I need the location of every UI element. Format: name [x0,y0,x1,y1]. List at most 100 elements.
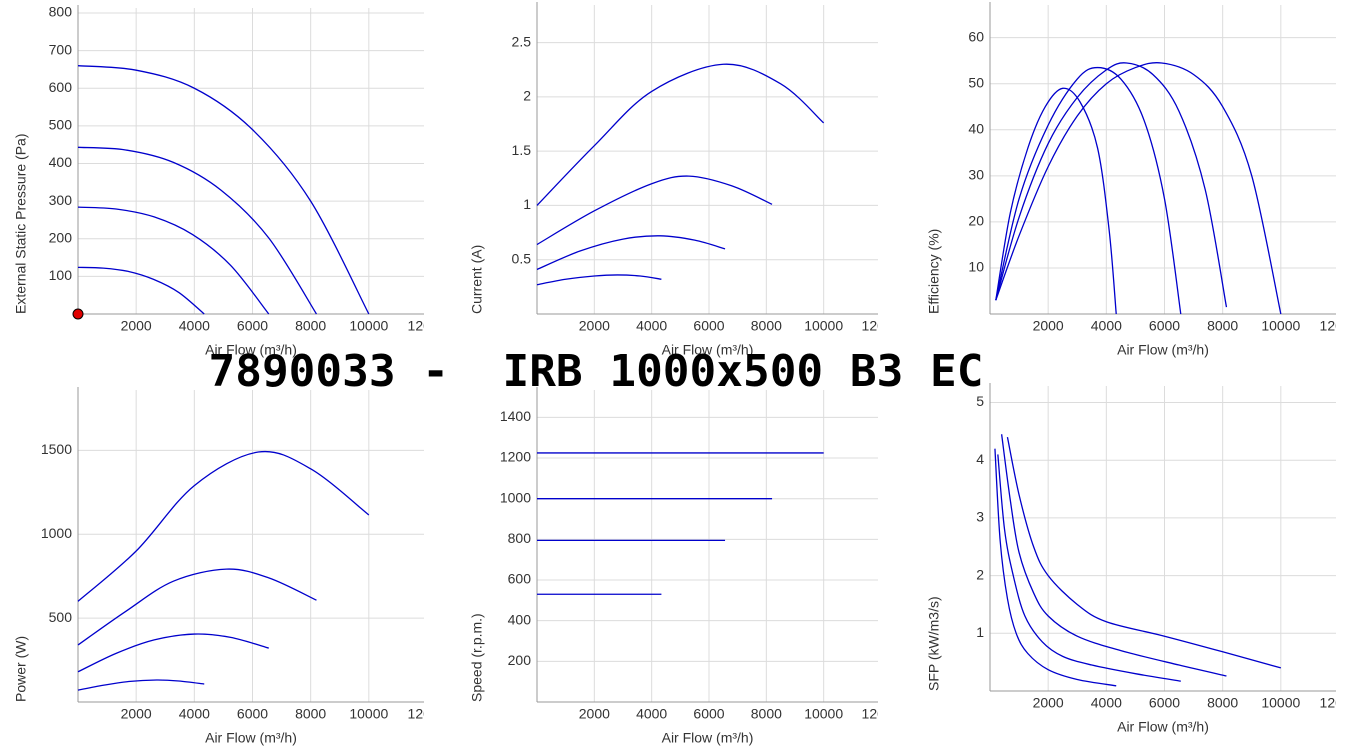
x-tick-label: 6000 [237,318,268,334]
y-tick-label: 2 [523,88,531,104]
curve [77,568,317,646]
y-tick-label: 1.5 [512,142,532,158]
curve [77,679,205,691]
x-tick-label: 12000 [1320,695,1350,711]
y-tick-label: 400 [508,611,532,627]
y-tick-label: 500 [49,117,73,133]
y-tick-label: 1000 [500,489,531,505]
y-tick-label: 20 [968,213,984,229]
x-tick-label: 2000 [1033,318,1064,334]
y-tick-label: 1000 [41,525,72,541]
y-tick-label: 1500 [41,441,72,457]
y-tick-label: 500 [49,609,73,625]
curve [536,274,662,286]
x-axis-title: Air Flow (m³/h) [205,342,297,358]
curve [995,87,1117,315]
curve [995,62,1228,308]
x-tick-label: 12000 [408,706,447,722]
y-tick-label: 200 [49,229,73,245]
x-tick-label: 6000 [1149,318,1180,334]
curve [77,146,318,315]
x-tick-label: 2000 [579,318,610,334]
x-axis-title: Air Flow (m³/h) [662,342,754,358]
x-tick-label: 8000 [295,706,326,722]
curve [994,448,1117,687]
x-tick-label: 6000 [693,318,724,334]
chart: 10 20 30 40 50 60 2000 4000 6000 8000 10000 12000 Ai… [926,2,1336,358]
x-tick-label: 8000 [295,318,326,334]
x-tick-label: 6000 [1149,695,1180,711]
curve [536,63,825,206]
y-tick-label: 1200 [500,449,531,465]
x-tick-label: 10000 [1261,695,1300,711]
y-tick-label: 2.5 [512,33,532,49]
chart: 500 1000 1500 2000 4000 6000 8000 10000 12000 Air… [13,387,447,746]
x-tick-label: 2000 [579,706,610,722]
y-tick-label: 4 [976,451,984,467]
x-tick-label: 12000 [408,318,447,334]
curve [995,62,1282,315]
curve [77,65,370,315]
chart: 1 2 3 4 5 2000 4000 6000 8000 10000 12000 Air Flow … [926,383,1350,735]
x-axis-title: Air Flow (m³/h) [662,730,754,746]
y-tick-label: 40 [968,120,984,136]
y-axis-title: Speed (r.p.m.) [469,613,485,702]
x-tick-label: 12000 [862,706,901,722]
y-tick-label: 60 [968,28,984,44]
curve [77,633,269,673]
x-tick-label: 6000 [237,706,268,722]
x-tick-label: 8000 [751,318,782,334]
curve [536,235,726,271]
curve [1006,437,1282,669]
x-tick-label: 12000 [862,318,901,334]
chart: 200 400 600 800 1000 1200 1400 2000 4000 6000 8000… [469,387,901,746]
curve [995,66,1182,315]
y-tick-label: 600 [508,571,532,587]
y-tick-label: 2 [976,566,984,582]
page-title: 7890033 - IRB 1000x500 B3 EC [209,346,984,397]
y-axis-title: Efficiency (%) [926,229,942,314]
chart: 100 200 300 400 500 600 700 800 2000 4000 6000 8000… [13,4,447,358]
curve [77,266,205,315]
x-tick-label: 4000 [1091,318,1122,334]
y-tick-label: 5 [976,393,984,409]
y-tick-label: 100 [49,267,73,283]
x-tick-label: 10000 [804,318,843,334]
y-tick-label: 700 [49,41,73,57]
y-axis-title: Current (A) [469,245,485,314]
y-tick-label: 10 [968,259,984,275]
y-tick-label: 400 [49,154,73,170]
y-tick-label: 1 [523,196,531,212]
x-axis-title: Air Flow (m³/h) [1117,719,1209,735]
x-tick-label: 2000 [1033,695,1064,711]
curve [997,454,1181,682]
y-axis-title: External Static Pressure (Pa) [13,133,29,314]
x-tick-label: 4000 [636,318,667,334]
x-tick-label: 6000 [693,706,724,722]
x-tick-label: 8000 [751,706,782,722]
x-tick-label: 10000 [1261,318,1300,334]
x-tick-label: 8000 [1207,318,1238,334]
y-tick-label: 800 [49,4,73,20]
x-tick-label: 10000 [349,706,388,722]
y-tick-label: 600 [49,79,73,95]
x-tick-label: 2000 [121,706,152,722]
curve [77,450,370,602]
x-axis-title: Air Flow (m³/h) [1117,342,1209,358]
chart: 0.5 1 1.5 2 2.5 2000 4000 6000 8000 10000 12000 Air… [469,2,901,358]
y-tick-label: 1400 [500,408,531,424]
curve [77,206,270,315]
operating-point [72,308,84,320]
y-tick-label: 0.5 [512,250,532,266]
y-tick-label: 800 [508,530,532,546]
x-tick-label: 4000 [179,318,210,334]
x-tick-label: 4000 [179,706,210,722]
y-tick-label: 200 [508,652,532,668]
y-tick-label: 30 [968,167,984,183]
y-axis-title: Power (W) [13,636,29,702]
curve [1000,434,1227,677]
y-tick-label: 3 [976,509,984,525]
x-tick-label: 10000 [804,706,843,722]
